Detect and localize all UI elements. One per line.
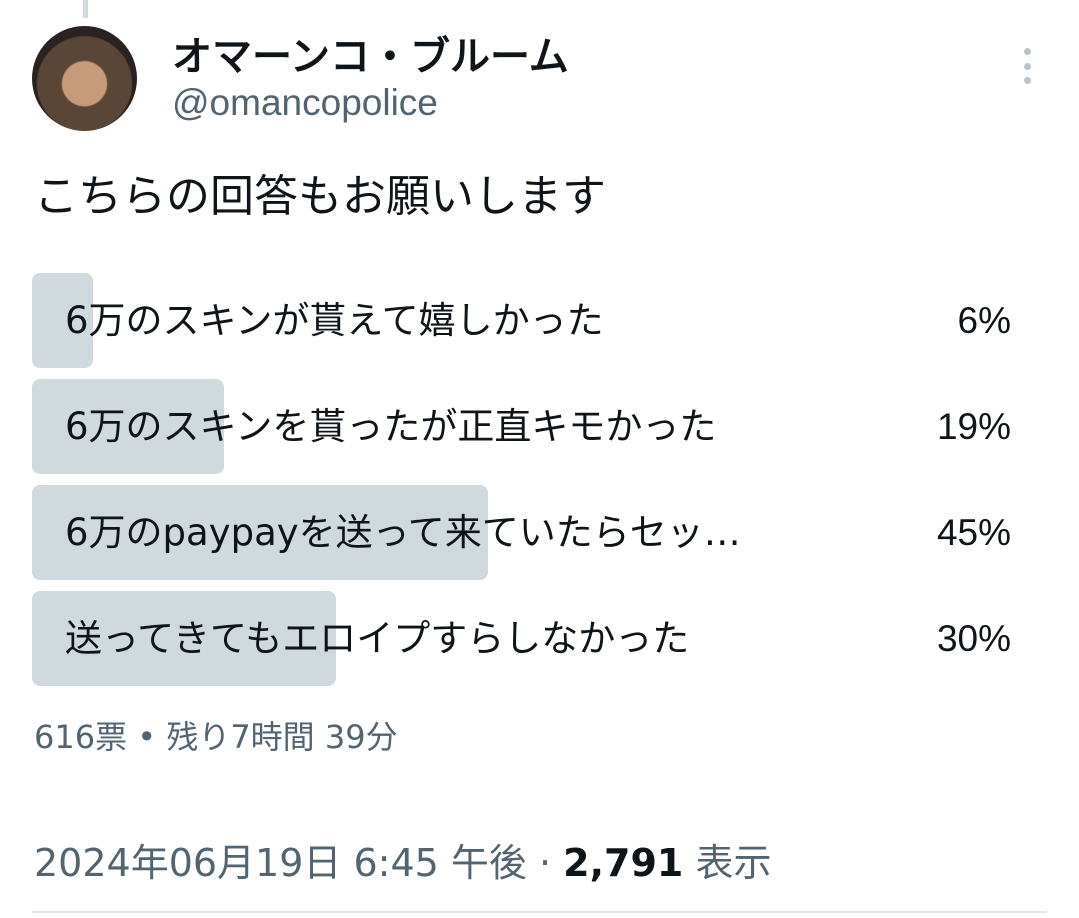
separator: •	[127, 718, 167, 756]
thread-line	[83, 0, 88, 18]
poll-option-percent: 6%	[957, 300, 1011, 341]
poll-option[interactable]: 6万のスキンが貰えて嬉しかった 6%	[32, 273, 1045, 368]
avatar[interactable]	[32, 26, 137, 131]
author-handle[interactable]: @omancopolice	[172, 82, 438, 123]
tweet-text: こちらの回答もお願いします	[34, 171, 606, 222]
views-label: 表示	[695, 841, 772, 885]
poll-bar	[32, 379, 225, 474]
divider	[32, 911, 1047, 913]
more-vertical-icon[interactable]	[1018, 48, 1036, 84]
poll-option-label: 6万のスキンを貰ったが正直キモかった	[65, 405, 717, 448]
tweet-meta: 2024年06月19日 6:45 午後 · 2,791 表示	[34, 832, 771, 887]
poll-bar	[32, 591, 336, 686]
vote-count: 616票	[34, 718, 128, 756]
separator: ·	[526, 841, 564, 885]
time-remaining: 残り7時間 39分	[166, 718, 398, 756]
author-name[interactable]: オマーンコ・ブルーム	[172, 34, 569, 80]
poll-bar	[32, 485, 488, 580]
poll-option[interactable]: 6万のスキンを貰ったが正直キモかった 19%	[32, 379, 1045, 474]
view-count: 2,791	[563, 841, 684, 885]
poll-option-percent: 45%	[936, 512, 1011, 553]
poll-bar	[32, 273, 93, 368]
timestamp[interactable]: 2024年06月19日 6:45 午後	[34, 841, 527, 885]
poll-meta: 616票 • 残り7時間 39分	[34, 712, 398, 758]
poll-option[interactable]: 送ってきてもエロイプすらしなかった 30%	[32, 591, 1045, 686]
poll-option[interactable]: 6万のpaypayを送って来ていたらセッ… 45%	[32, 485, 1045, 580]
poll-option-percent: 30%	[936, 618, 1011, 659]
poll-option-percent: 19%	[936, 406, 1011, 447]
poll-option-label: 6万のスキンが貰えて嬉しかった	[65, 299, 604, 342]
poll: 6万のスキンが貰えて嬉しかった 6% 6万のスキンを貰ったが正直キモかった 19% …	[32, 273, 1045, 697]
poll-option-label: 送ってきてもエロイプすらしなかった	[65, 617, 690, 660]
poll-option-label: 6万のpaypayを送って来ていたらセッ…	[65, 511, 741, 554]
